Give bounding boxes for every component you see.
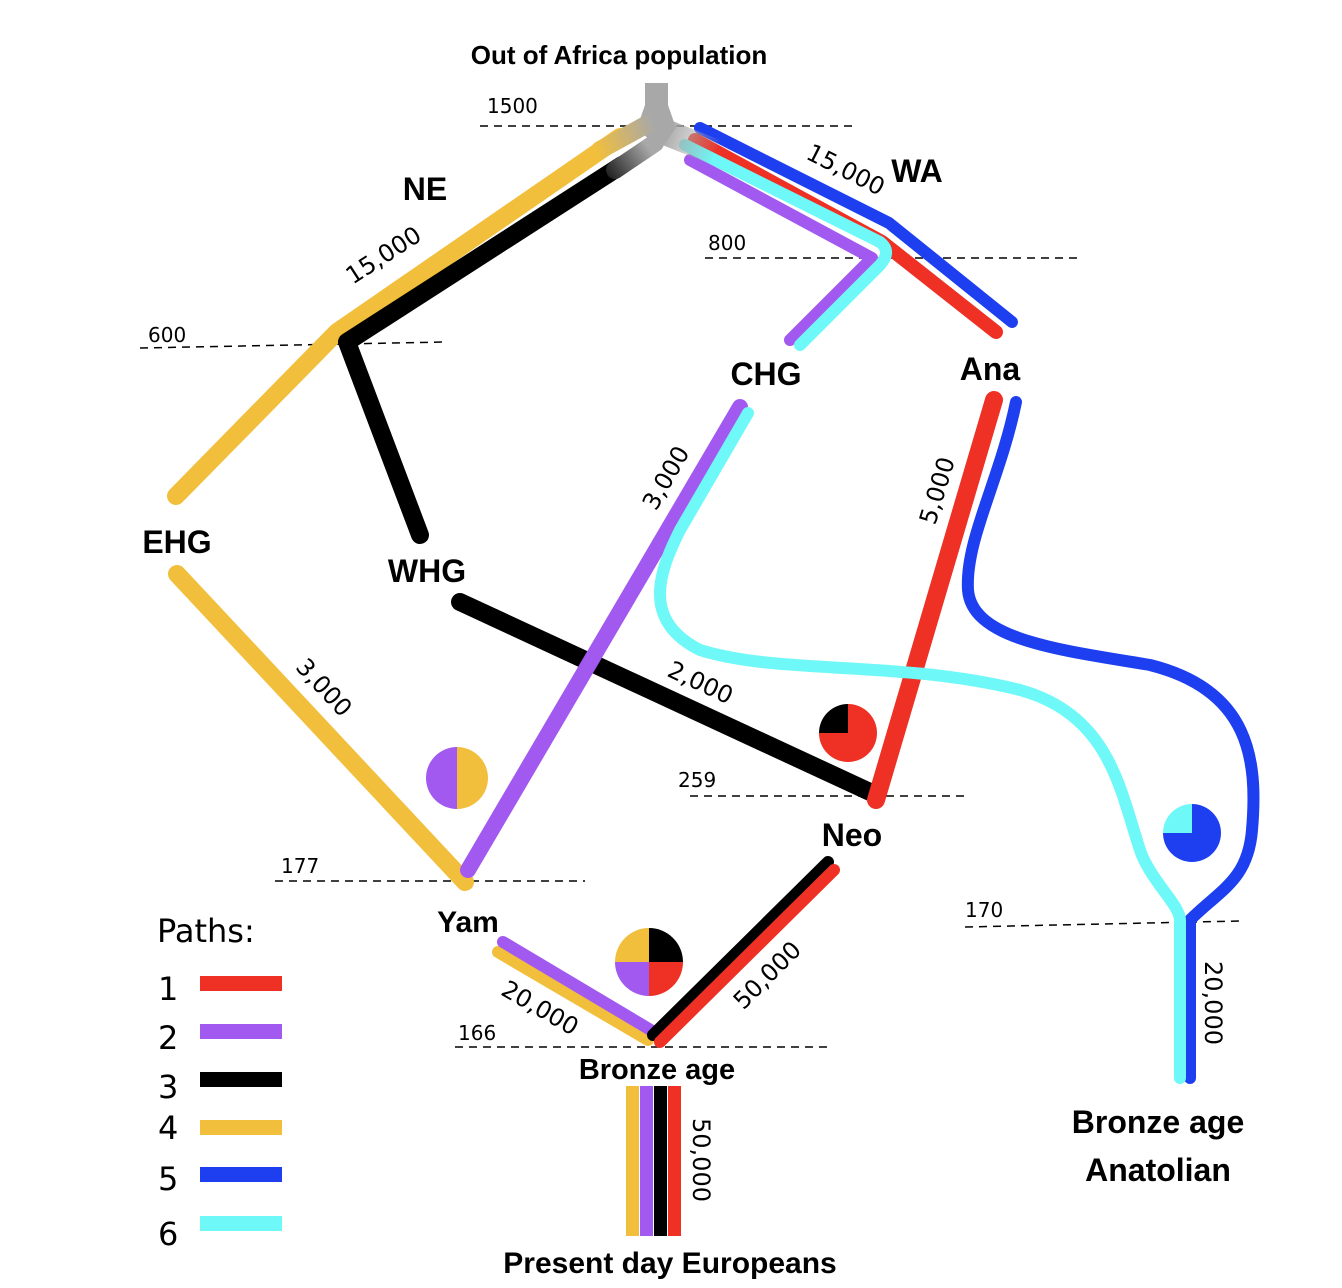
pie-bronze-age <box>615 928 683 996</box>
pie-bronze-age-slice-4 <box>615 928 649 962</box>
legend-item-6: 6 <box>158 1215 282 1253</box>
path-4-ehg-to-yam <box>168 565 474 891</box>
lineage-paths <box>167 111 1260 1236</box>
path-3-whg-to-neo <box>451 593 879 801</box>
time-label-170: 170 <box>965 898 1003 922</box>
node-ana: Ana <box>960 351 1021 387</box>
legend-label-4: 4 <box>158 1109 178 1147</box>
path-2-yam-to-bronze <box>497 936 660 1038</box>
time-line-170 <box>964 920 1241 928</box>
legend-label-1: 1 <box>158 970 178 1008</box>
path-3-root-fade <box>606 134 664 179</box>
legend-swatch-5 <box>200 1167 282 1182</box>
admixture-pies <box>426 704 1221 996</box>
title-label: Out of Africa population <box>471 40 768 70</box>
node-present-day: Present day Europeans <box>503 1247 836 1280</box>
path-1-present-stripe <box>668 1086 681 1236</box>
legend-swatch-6 <box>200 1216 282 1231</box>
pie-yam-slice-2 <box>426 747 457 809</box>
legend-item-1: 1 <box>158 970 282 1008</box>
node-neo: Neo <box>822 817 882 853</box>
pie-bronze-age-slice-2 <box>649 962 683 996</box>
legend-label-2: 2 <box>158 1019 178 1057</box>
legend-item-3: 3 <box>158 1068 282 1106</box>
path-1-neo-to-bronze <box>654 864 840 1048</box>
path-6-chg-to-anatolian <box>654 407 1186 1084</box>
time-label-800: 800 <box>708 231 746 255</box>
node-wa: WA <box>891 153 943 189</box>
node-whg: WHG <box>388 553 466 589</box>
time-label-177: 177 <box>281 854 319 878</box>
node-bronze-age-anatolian-line1: Bronze age <box>1072 1104 1244 1140</box>
path-4-present-stripe <box>626 1086 639 1236</box>
node-chg: CHG <box>730 356 801 392</box>
path-2-root-to-chg <box>684 154 878 346</box>
legend-swatch-2 <box>200 1024 282 1039</box>
pie-anatolian <box>1163 804 1221 862</box>
legend-swatch-1 <box>200 976 282 991</box>
legend: Paths: 1 2 3 4 5 6 <box>157 912 282 1253</box>
path-5-ana-to-anatolian <box>961 396 1260 1084</box>
path-5-root-to-ana <box>694 122 1018 328</box>
pie-yam-slice-1 <box>457 747 488 809</box>
path-3-neo-to-bronze <box>647 856 834 1041</box>
time-lines <box>139 125 1241 1048</box>
size-label-present: 50,000 <box>687 1118 715 1202</box>
legend-item-5: 5 <box>158 1160 282 1198</box>
path-2-present-stripe <box>640 1086 653 1236</box>
root-fade-right <box>660 119 720 165</box>
path-3-present-stripe <box>654 1086 667 1236</box>
legend-label-3: 3 <box>158 1068 178 1106</box>
time-line-600 <box>139 341 446 349</box>
time-label-259: 259 <box>678 768 716 792</box>
pie-neo <box>819 704 877 762</box>
path-1-ana-to-neo <box>867 391 1003 809</box>
path-4-yam-to-bronze <box>492 946 654 1046</box>
legend-label-5: 5 <box>158 1160 178 1198</box>
legend-title: Paths: <box>157 912 255 950</box>
path-3-root-to-whg <box>338 156 631 544</box>
pie-bronze-age-slice-3 <box>615 962 649 996</box>
node-bronze-age: Bronze age <box>579 1054 735 1086</box>
legend-item-4: 4 <box>158 1109 282 1147</box>
time-label-1500: 1500 <box>487 94 538 118</box>
path-6-root-to-chg <box>679 139 892 351</box>
node-ehg: EHG <box>142 524 211 560</box>
time-label-600: 600 <box>148 323 186 347</box>
pie-anatolian-slice-2 <box>1163 804 1192 833</box>
legend-label-6: 6 <box>158 1215 178 1253</box>
node-bronze-age-anatolian-line2: Anatolian <box>1085 1152 1231 1188</box>
pie-yam <box>426 747 488 809</box>
legend-swatch-4 <box>200 1120 282 1135</box>
time-labels: 1500 800 600 259 177 170 166 <box>148 94 1003 1045</box>
pie-bronze-age-slice-1 <box>649 928 683 962</box>
path-4-root-to-ehg <box>167 128 629 505</box>
size-label-anatolian: 20,000 <box>1199 961 1227 1045</box>
path-4-root-fade <box>591 111 664 159</box>
pie-neo-slice-2 <box>819 704 848 733</box>
legend-swatch-3 <box>200 1072 282 1087</box>
node-yam: Yam <box>437 906 499 939</box>
time-label-166: 166 <box>458 1021 496 1045</box>
node-ne: NE <box>403 171 447 207</box>
path-2-chg-to-yam <box>460 399 748 878</box>
legend-item-2: 2 <box>158 1019 282 1057</box>
node-labels: Out of Africa population NE WA CHG Ana E… <box>142 40 1244 1280</box>
